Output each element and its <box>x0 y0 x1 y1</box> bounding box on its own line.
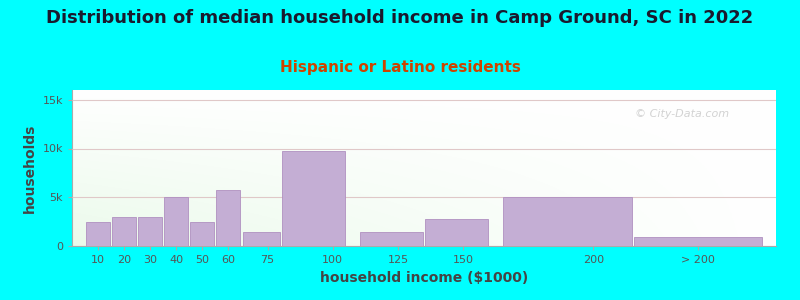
Y-axis label: households: households <box>23 123 37 213</box>
Bar <box>86 222 110 246</box>
Bar <box>503 197 631 246</box>
Text: Distribution of median household income in Camp Ground, SC in 2022: Distribution of median household income … <box>46 9 754 27</box>
Bar <box>164 197 188 246</box>
Bar <box>112 217 136 246</box>
X-axis label: household income ($1000): household income ($1000) <box>320 271 528 285</box>
Bar <box>242 232 279 246</box>
Bar <box>138 217 162 246</box>
Bar <box>360 232 423 246</box>
Bar <box>282 152 345 246</box>
Bar <box>190 222 214 246</box>
Bar <box>425 219 488 246</box>
Bar <box>217 190 241 246</box>
Bar <box>634 237 762 246</box>
Text: Hispanic or Latino residents: Hispanic or Latino residents <box>279 60 521 75</box>
Text: © City-Data.com: © City-Data.com <box>635 109 730 119</box>
